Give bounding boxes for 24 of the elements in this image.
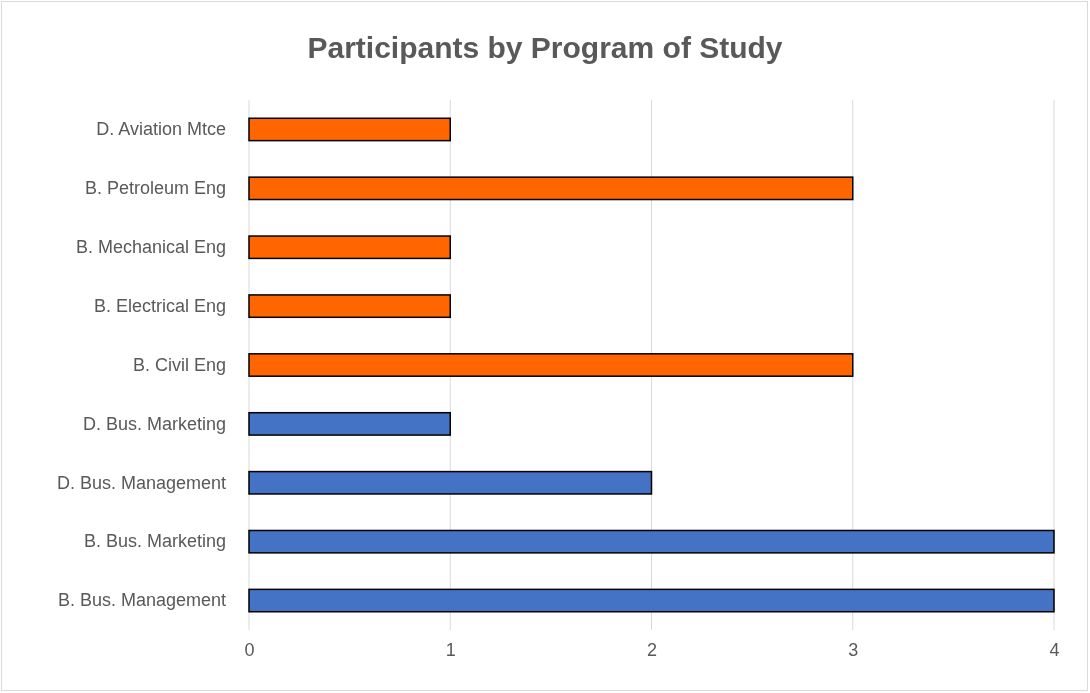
bar [248,117,451,142]
chart-title: Participants by Program of Study [307,31,783,64]
y-tick-label: B. Civil Eng [132,354,226,375]
bar [248,470,653,495]
x-tick-label: 3 [848,639,859,660]
bar [248,411,451,436]
y-tick-label: B. Bus. Marketing [83,531,226,552]
x-tick-label: 0 [244,639,255,660]
y-tick-label: D. Bus. Marketing [82,413,226,434]
x-tick-label: 4 [1049,639,1060,660]
x-tick-label: 1 [445,639,456,660]
x-tick-label: 2 [646,639,658,660]
bar [248,176,854,201]
y-tick-label: D. Aviation Mtce [96,119,226,140]
y-tick-label: B. Electrical Eng [93,295,226,316]
y-tick-label: B. Bus. Management [57,590,226,611]
bar [248,235,451,260]
y-tick-label: B. Mechanical Eng [75,236,226,257]
y-tick-label: D. Bus. Management [56,472,226,493]
bar [248,529,1055,554]
bar [248,353,854,377]
bar [248,588,1055,613]
bar [248,294,451,319]
y-tick-label: B. Petroleum Eng [84,178,226,199]
